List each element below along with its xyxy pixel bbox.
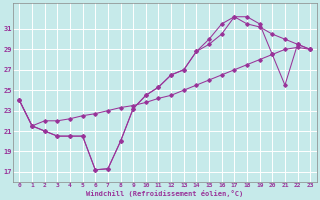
X-axis label: Windchill (Refroidissement éolien,°C): Windchill (Refroidissement éolien,°C) [86,190,244,197]
